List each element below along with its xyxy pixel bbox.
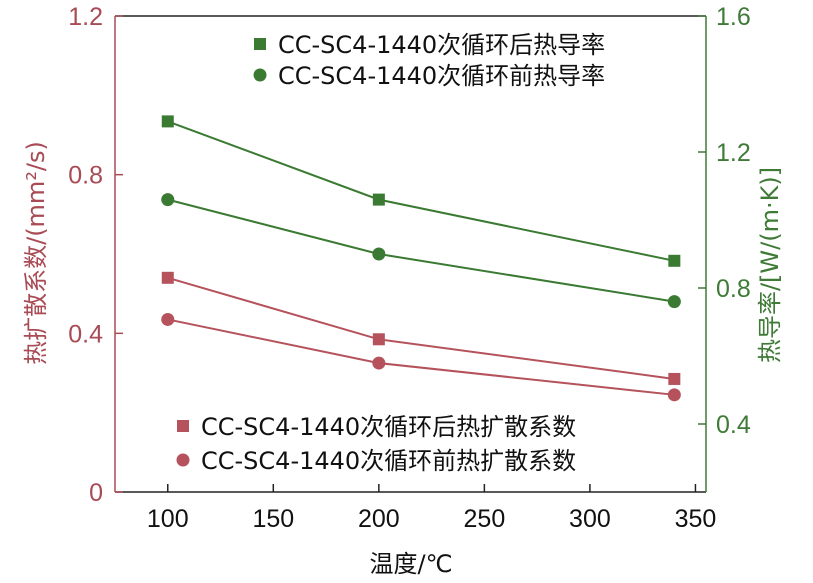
left-y-tick-label: 0.4 [68, 320, 103, 348]
series-line [167, 318, 675, 396]
left-y-tick-label: 0 [89, 479, 103, 507]
right-y-tick-label: 1.2 [716, 139, 751, 167]
legend-2: CC-SC4-1440次循环后热扩散系数 CC-SC4-1440次循环前热扩散系数 [176, 413, 576, 475]
legend-label: CC-SC4-1440次循环前热导率 [278, 62, 605, 90]
right-y-tick-label: 1.6 [716, 3, 751, 31]
data-point [161, 312, 175, 326]
series-line [167, 276, 675, 380]
x-tick-label: 150 [252, 505, 294, 533]
x-tick-label: 350 [675, 505, 717, 533]
data-point [161, 271, 174, 284]
data-series [161, 115, 681, 402]
right-y-axis-title: 热导率/[W/(m·K)] [756, 167, 784, 363]
left-y-axis: 0 0.4 0.8 1.2 [68, 3, 123, 507]
legend-marker [253, 68, 267, 82]
data-point [667, 295, 681, 309]
legend-item: CC-SC4-1440次循环后热扩散系数 [177, 413, 576, 441]
data-point [372, 247, 386, 261]
data-point [372, 356, 386, 370]
left-y-axis-title: 热扩散系数/(mm²/s) [22, 141, 50, 365]
left-y-tick-label: 0.8 [68, 162, 103, 190]
series-4 [161, 312, 681, 402]
data-point [668, 254, 681, 267]
series-1 [161, 115, 681, 267]
series-line [167, 198, 675, 303]
x-tick-label: 300 [569, 505, 611, 533]
data-point [667, 388, 681, 402]
legend-marker [177, 420, 189, 432]
legend-item: CC-SC4-1440次循环前热导率 [253, 62, 605, 90]
series-2 [161, 193, 681, 309]
data-point [161, 193, 175, 207]
legend-label: CC-SC4-1440次循环后热导率 [278, 31, 605, 59]
data-point [668, 372, 681, 385]
legend-label: CC-SC4-1440次循环前热扩散系数 [201, 447, 576, 475]
left-y-tick-label: 1.2 [68, 3, 103, 31]
x-axis: 100 150 200 250 300 350 [147, 484, 716, 533]
x-tick-label: 250 [464, 505, 506, 533]
legend-item: CC-SC4-1440次循环后热导率 [254, 31, 605, 59]
series-3 [161, 271, 681, 385]
data-point [372, 193, 385, 206]
x-tick-label: 100 [147, 505, 189, 533]
right-y-tick-label: 0.8 [716, 275, 751, 303]
right-y-tick-label: 0.4 [716, 411, 751, 439]
x-axis-title: 温度/℃ [369, 550, 452, 578]
x-tick-label: 200 [358, 505, 400, 533]
data-point [372, 333, 385, 346]
legend-item: CC-SC4-1440次循环前热扩散系数 [176, 447, 576, 475]
right-y-axis: 0.4 0.8 1.2 1.6 [698, 3, 751, 439]
data-point [161, 115, 174, 128]
series-line [167, 120, 675, 262]
legend-label: CC-SC4-1440次循环后热扩散系数 [201, 413, 576, 441]
legends: CC-SC4-1440次循环后热导率CC-SC4-1440次循环前热导率CC-S… [176, 31, 605, 475]
legend-marker [254, 38, 266, 50]
legend-marker [176, 453, 190, 467]
plot-frame [114, 15, 707, 493]
legend-1: CC-SC4-1440次循环后热导率 CC-SC4-1440次循环前热导率 [253, 31, 605, 90]
